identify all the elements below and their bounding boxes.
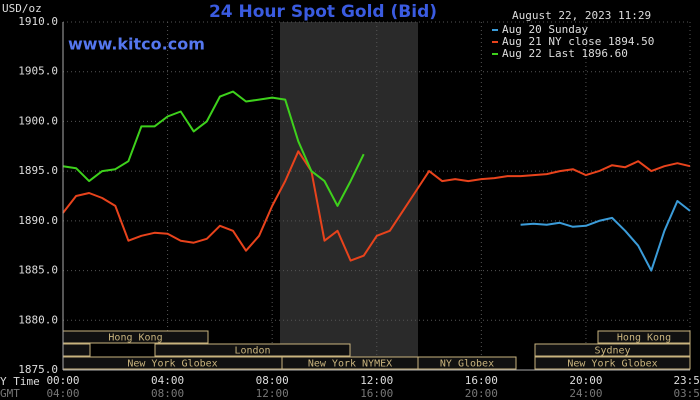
session-label: Hong Kong bbox=[108, 333, 162, 344]
series-line bbox=[520, 200, 691, 272]
y-tick-label: 1880.0 bbox=[18, 313, 58, 326]
series-line bbox=[62, 150, 691, 262]
y-tick-label: 1910.0 bbox=[18, 15, 58, 28]
gmt-tick-label: 20:00 bbox=[465, 387, 498, 400]
gmt-tick-label: 03:59 bbox=[673, 387, 700, 400]
session-box bbox=[417, 356, 517, 370]
y-tick-label: 1900.0 bbox=[18, 114, 58, 127]
session-box bbox=[154, 343, 351, 357]
session-label: Hong Kong bbox=[617, 333, 671, 344]
gmt-tick-label: 08:00 bbox=[151, 387, 184, 400]
legend-label: Aug 21 NY close 1894.50 bbox=[502, 35, 654, 48]
x-tick-label: 00:00 bbox=[46, 374, 79, 387]
x-tick-label: 04:00 bbox=[151, 374, 184, 387]
gmt-tick-label: 16:00 bbox=[360, 387, 393, 400]
y-tick-label: 1905.0 bbox=[18, 65, 58, 78]
x-tick-label: 12:00 bbox=[360, 374, 393, 387]
gmt-tick-label: 24:00 bbox=[569, 387, 602, 400]
gmt-label: GMT bbox=[0, 387, 20, 400]
session-box bbox=[62, 343, 91, 357]
session-label: NY Globex bbox=[440, 359, 494, 370]
session-label: New York Globex bbox=[567, 359, 657, 370]
session-box bbox=[597, 330, 691, 344]
x-tick-label: 16:00 bbox=[465, 374, 498, 387]
x-tick-label: 08:00 bbox=[256, 374, 289, 387]
y-tick-label: 1875.0 bbox=[18, 363, 58, 376]
gmt-tick-label: 12:00 bbox=[256, 387, 289, 400]
chart-title: 24 Hour Spot Gold (Bid) bbox=[209, 2, 437, 22]
y-tick-label: 1885.0 bbox=[18, 264, 58, 277]
gmt-tick-label: 04:00 bbox=[46, 387, 79, 400]
session-box bbox=[534, 343, 691, 357]
series-line bbox=[62, 90, 365, 207]
legend-label: Aug 20 Sunday bbox=[502, 23, 588, 36]
timestamp: August 22, 2023 11:29 bbox=[512, 9, 651, 22]
legend-label: Aug 22 Last 1896.60 bbox=[502, 47, 628, 60]
x-axis-label: Y Time bbox=[0, 375, 40, 388]
session-label: Sydney bbox=[594, 346, 630, 357]
session-label: London bbox=[234, 346, 270, 357]
source: www.kitco.com bbox=[68, 35, 205, 54]
session-label: New York Globex bbox=[127, 359, 217, 370]
x-tick-label: 20:00 bbox=[569, 374, 602, 387]
session-box bbox=[534, 356, 691, 370]
session-label: New York NYMEX bbox=[308, 359, 392, 370]
y-tick-label: 1890.0 bbox=[18, 214, 58, 227]
y-tick-label: 1895.0 bbox=[18, 164, 58, 177]
nymex-shade bbox=[280, 22, 418, 370]
y-axis-label: USD/oz bbox=[2, 2, 42, 15]
x-tick-label: 23:59 bbox=[673, 374, 700, 387]
